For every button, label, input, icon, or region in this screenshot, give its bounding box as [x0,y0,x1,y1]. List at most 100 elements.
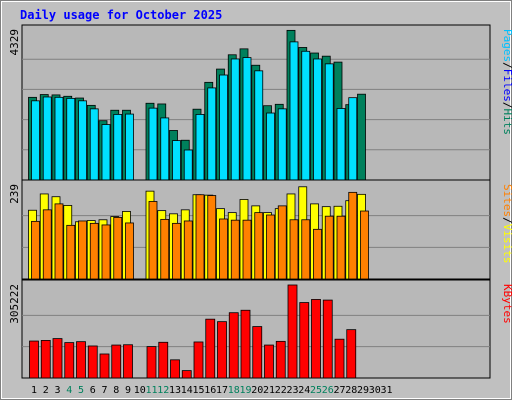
bar-files [160,117,170,181]
bar-sites [148,201,158,280]
bar-sites [101,224,111,280]
bar-sites [254,212,264,280]
legend-entry: Sites [501,184,512,217]
bar-sites [266,214,275,280]
panels: 4329Pages/Files/Hits239Sites/Visits30522… [8,24,512,379]
bar-sites [89,222,99,280]
bar-kbytes [170,359,180,379]
bar-kbytes [52,338,63,379]
bar-sites [242,219,252,280]
bar-files [336,108,346,181]
bar-files [101,124,111,181]
bar-files [266,112,275,181]
bar-files [195,114,205,181]
bar-sites [183,220,193,280]
bar-sites [113,216,123,280]
bar-kbytes [217,321,227,379]
bar-sites [78,220,87,280]
panel-visits-sites: 239 Sites/Visits [8,179,512,280]
x-tick-label: 11 [145,385,157,396]
x-tick-label: 16 [204,385,216,396]
bar-files [89,108,99,181]
bar-kbytes [228,312,239,379]
bar-sites [31,220,40,280]
bar-sites [360,210,369,280]
bar-kbytes [322,299,333,379]
bar-kbytes [99,353,110,379]
bar-files [66,97,76,181]
x-tick-label: 29 [357,385,369,396]
bar-kbytes [76,341,86,379]
x-tick-label: 31 [380,385,392,396]
bar-files [254,70,264,181]
bar-sites [195,194,205,280]
x-tick-label: 12 [157,385,169,396]
bar-sites [336,215,346,280]
bar-kbytes [240,309,251,379]
x-tick-label: 5 [78,385,84,396]
legend: Sites/Visits [501,184,512,264]
x-tick-label: 2 [43,385,49,396]
x-tick-label: 20 [251,385,263,396]
x-tick-label: 24 [298,385,310,396]
x-tick-label: 26 [322,385,334,396]
bar-sites [324,215,334,280]
bar-kbytes [205,318,216,379]
bar-sites [66,224,76,280]
bar-files [313,58,322,181]
x-tick-label: 15 [192,385,204,396]
bar-kbytes [311,299,321,379]
x-tick-label: 3 [54,385,60,396]
y-max-label: 239 [8,184,21,204]
bar-sites [207,195,217,280]
bar-files [172,140,181,181]
x-axis-labels: 1 2 3 4 5 6 7 8 9 10 11 12 13 14 15 16 17 18 19 20 21 22 23 24 2… [31,385,393,396]
bar-files [183,149,193,181]
legend-entry: / [501,62,512,69]
x-tick-label: 25 [310,385,322,396]
bar-files [301,50,311,181]
bar-files [277,108,287,181]
legend-entry: KBytes [501,284,512,324]
bar-kbytes [346,329,357,379]
bar-files [289,41,299,181]
bar-sites [301,219,311,280]
bar-files [324,63,334,181]
bar-sites [230,219,240,280]
legend-entry: Hits [501,109,512,136]
x-tick-label: 13 [169,385,181,396]
bar-sites [54,203,64,280]
bar-sites [219,218,228,280]
bar-kbytes [181,370,192,379]
legend-entry: / [501,102,512,109]
legend-entry: / [501,217,512,224]
bar-files [125,113,134,181]
bar-sites [348,191,358,280]
x-tick-label: 14 [181,385,193,396]
bar-kbytes [287,284,298,379]
y-max-label: 305222 [8,284,21,324]
legend: KBytes [501,284,512,324]
bar-kbytes [334,338,345,379]
bar-files [219,74,228,181]
x-tick-label: 4 [66,385,72,396]
bar-kbytes [123,344,133,379]
bar-sites [313,228,322,280]
bar-files [242,57,252,181]
bar-kbytes [146,346,157,379]
bar-kbytes [40,340,51,379]
bar-files [113,114,123,181]
legend-entry: Visits [501,224,512,264]
bar-sites [289,219,299,280]
bar-kbytes [275,340,286,379]
x-tick-label: 6 [90,385,96,396]
bar-kbytes [264,344,274,379]
x-tick-label: 21 [263,385,275,396]
bar-kbytes [64,342,75,379]
legend-entry: Pages [501,29,512,62]
bar-hits [357,93,366,181]
bar-files [207,87,217,181]
x-tick-label: 10 [134,385,146,396]
